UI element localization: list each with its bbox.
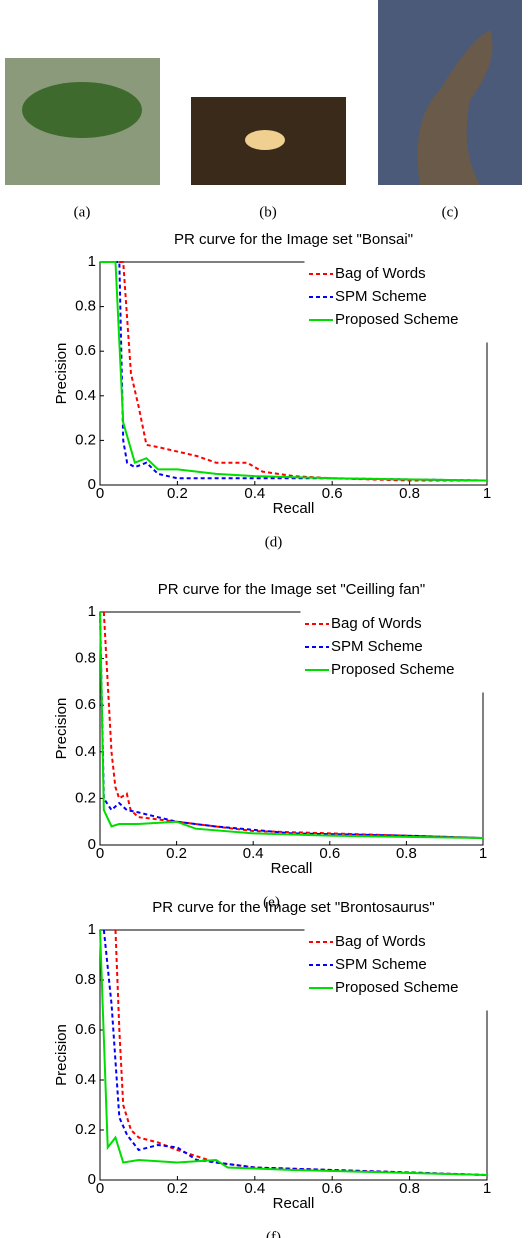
x-tick-label: 0.8 [399, 485, 420, 502]
x-axis-label: Recall [273, 500, 315, 517]
x-tick-label: 0.2 [167, 485, 188, 502]
y-tick-label: 0.8 [75, 650, 96, 667]
legend-label: Proposed Scheme [335, 311, 458, 328]
series-line [100, 261, 488, 482]
y-tick-label: 0.4 [75, 1071, 96, 1088]
y-axis-label: Precision [53, 698, 70, 760]
y-tick-label: 0.6 [75, 1021, 96, 1038]
y-tick-label: 0.4 [75, 743, 96, 760]
legend-label: SPM Scheme [331, 638, 423, 655]
legend-label: Proposed Scheme [335, 979, 458, 996]
chart-caption: (e) [263, 894, 280, 910]
y-tick-label: 0 [88, 476, 96, 493]
legend-label: Bag of Words [331, 615, 422, 632]
chart-title: PR curve for the Image set "Brontosaurus… [152, 899, 434, 916]
chart-caption: (f) [266, 1229, 281, 1238]
legend-label: Bag of Words [335, 265, 426, 282]
plot-frame [99, 611, 484, 846]
y-tick-label: 0.8 [75, 298, 96, 315]
y-axis-label: Precision [53, 1024, 70, 1086]
y-tick-label: 1 [88, 603, 96, 620]
y-tick-label: 1 [88, 921, 96, 938]
x-tick-label: 0.2 [167, 1180, 188, 1197]
x-tick-label: 0 [96, 1180, 104, 1197]
photo-a-tree [22, 82, 142, 138]
x-tick-label: 0.4 [244, 485, 265, 502]
x-axis-label: Recall [273, 1195, 315, 1212]
plot-frame [99, 261, 488, 486]
plot-frame [99, 929, 488, 1181]
series-line [99, 929, 488, 1176]
x-tick-label: 1 [483, 1180, 491, 1197]
series-line [102, 929, 488, 1176]
chart-title: PR curve for the Image set "Ceilling fan… [158, 581, 425, 598]
x-tick-label: 0.6 [322, 1180, 343, 1197]
x-axis-label: Recall [271, 860, 313, 877]
x-tick-label: 0.4 [244, 1180, 265, 1197]
y-tick-label: 0.8 [75, 971, 96, 988]
y-tick-label: 0.2 [75, 431, 96, 448]
y-axis-label: Precision [53, 343, 70, 405]
photo-b-lamp [245, 130, 285, 150]
x-tick-label: 0.8 [399, 1180, 420, 1197]
legend-box [304, 929, 488, 1011]
image-caption: (a) [74, 204, 91, 220]
series-line [100, 261, 488, 482]
x-tick-label: 0.2 [166, 845, 187, 862]
x-tick-label: 0.6 [322, 485, 343, 502]
series-line [99, 611, 484, 840]
x-tick-label: 1 [483, 485, 491, 502]
y-tick-label: 0.2 [75, 1121, 96, 1138]
x-tick-label: 0.4 [243, 845, 264, 862]
series-line [102, 611, 484, 840]
x-tick-label: 0.6 [319, 845, 340, 862]
x-tick-label: 1 [479, 845, 487, 862]
legend-label: Bag of Words [335, 933, 426, 950]
legend-label: SPM Scheme [335, 288, 427, 305]
legend-label: Proposed Scheme [331, 661, 454, 678]
chart-title: PR curve for the Image set "Bonsai" [174, 231, 413, 248]
y-tick-label: 0.2 [75, 789, 96, 806]
y-tick-label: 1 [88, 253, 96, 270]
y-tick-label: 0 [88, 836, 96, 853]
x-tick-label: 0 [96, 845, 104, 862]
legend-box [304, 261, 488, 343]
y-tick-label: 0 [88, 1171, 96, 1188]
y-tick-label: 0.6 [75, 342, 96, 359]
series-line [99, 611, 484, 840]
legend-box [300, 611, 484, 693]
y-tick-label: 0.4 [75, 387, 96, 404]
x-tick-label: 0 [96, 485, 104, 502]
photo-c-dinosaur [417, 30, 493, 185]
chart-caption: (d) [265, 534, 283, 550]
x-tick-label: 0.8 [396, 845, 417, 862]
image-caption: (c) [442, 204, 459, 220]
y-tick-label: 0.6 [75, 696, 96, 713]
image-caption: (b) [259, 204, 277, 220]
legend-label: SPM Scheme [335, 956, 427, 973]
